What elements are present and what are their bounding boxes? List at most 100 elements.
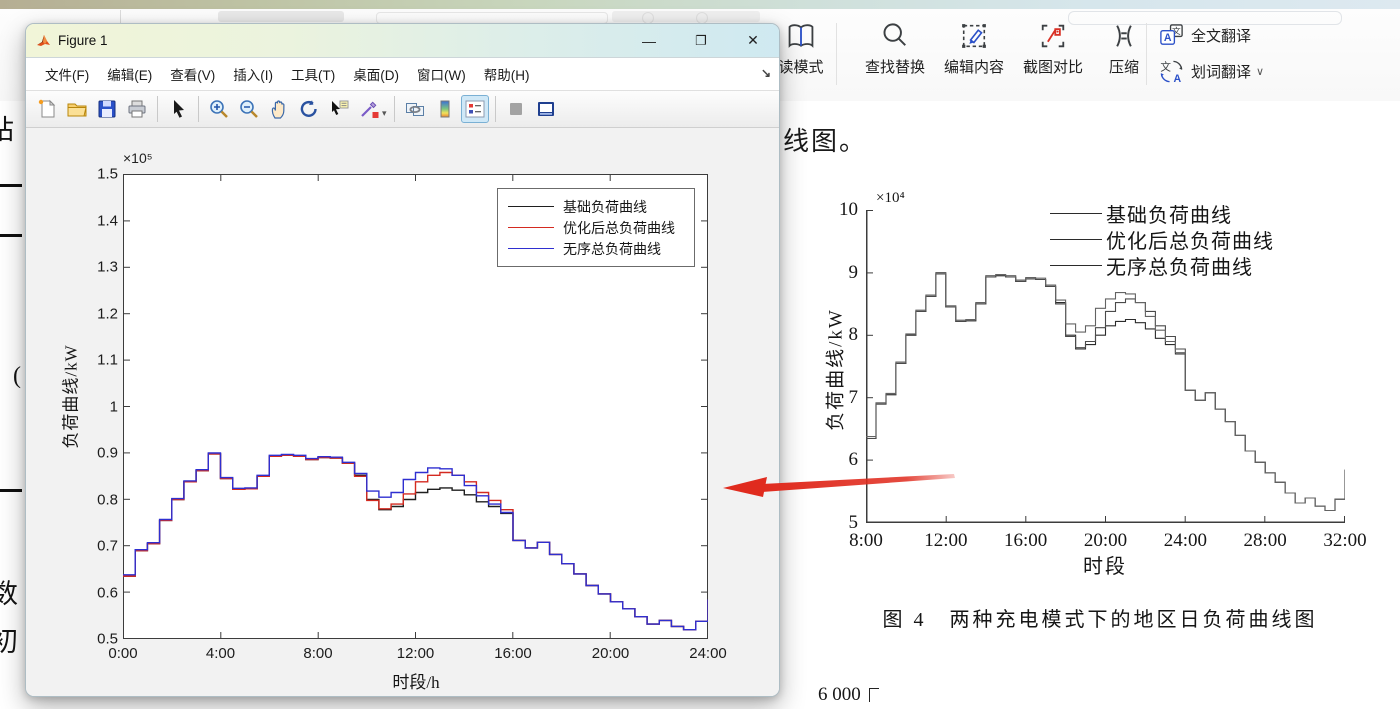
printed-legend-label: 优化后总负荷曲线 [1106, 230, 1274, 253]
printed-ytick-6: 6 [848, 449, 859, 471]
printed-legend-line-sample [1050, 264, 1102, 266]
y-axis-multiplier: ×10⁵ [123, 150, 153, 166]
figure-toolbar: ▾ [26, 91, 779, 128]
doc-fragment-chu: 初 [0, 627, 18, 657]
find-replace-button[interactable]: 查找替换 [860, 17, 930, 77]
zoom-in-button[interactable] [205, 95, 233, 123]
menu-item-3[interactable]: 插入(I) [233, 68, 273, 83]
printed-plot-area [866, 210, 1345, 523]
xtick-24:00: 24:00 [689, 645, 727, 662]
series-2 [123, 452, 709, 631]
ytick-1.5: 1.5 [97, 165, 118, 183]
svg-text:文: 文 [1160, 60, 1171, 73]
ytick-0.7: 0.7 [97, 537, 118, 555]
plot-tools-button[interactable] [532, 95, 560, 123]
doc-table-rule-2 [0, 234, 22, 237]
brush-button[interactable] [355, 95, 383, 123]
print-figure-button[interactable] [123, 95, 151, 123]
window-title: Figure 1 [58, 33, 108, 48]
pan-button[interactable] [265, 95, 293, 123]
legend-entry-0: 基础负荷曲线 [508, 196, 684, 217]
printed-xlabel: 时段 [1083, 556, 1127, 578]
edit-content-button[interactable]: 编辑内容 [939, 17, 1009, 77]
chart-legend[interactable]: 基础负荷曲线优化后总负荷曲线 无序总负荷曲线 [497, 188, 695, 267]
ytick-0.6: 0.6 [97, 584, 118, 601]
menu-item-4[interactable]: 工具(T) [291, 68, 336, 83]
doc-fragment-shu: 数 [0, 579, 18, 609]
pointer-button[interactable] [164, 95, 192, 123]
compress-icon [1108, 17, 1140, 55]
menu-bar: 文件(F) 编辑(E) 查看(V) 插入(I) 工具(T) 桌面(D) 窗口(W) 帮助(H)… [26, 58, 779, 91]
plot-area [123, 174, 709, 639]
menu-item-7[interactable]: 帮助(H) [483, 68, 530, 83]
link-plots-button[interactable] [401, 95, 429, 123]
figure-caption: 图 4 两种充电模式下的地区日负荷曲线图 [882, 609, 1318, 631]
deselect-button[interactable] [502, 95, 530, 123]
doc-table-rule-3 [0, 489, 22, 492]
open-file-button[interactable] [63, 95, 91, 123]
printed-xtick-24:00: 24:00 [1163, 530, 1207, 551]
ytick-0.9: 0.9 [97, 444, 118, 462]
next-axis-value: 6 000 [818, 684, 861, 705]
close-button[interactable]: ✕ [747, 32, 759, 48]
hidden-input-shape [1068, 11, 1342, 25]
hidden-tab-shape-2 [612, 11, 760, 22]
xtick-20:00: 20:00 [591, 645, 630, 662]
printed-legend-label: 基础负荷曲线 [1106, 204, 1232, 227]
dock-figure-icon[interactable]: ↘ [760, 66, 771, 80]
menu-item-6[interactable]: 窗口(W) [417, 68, 466, 83]
screenshot-compare-button[interactable]: 截图对比 [1018, 17, 1088, 77]
window-titlebar[interactable]: Figure 1 — ❐ ✕ [26, 24, 779, 58]
ribbon-divider-2 [1146, 23, 1147, 85]
menu-item-5[interactable]: 桌面(D) [353, 68, 399, 83]
svg-text:A: A [1164, 32, 1172, 44]
printed-xtick-8:00: 8:00 [849, 530, 883, 551]
toolbar-separator [393, 96, 395, 122]
legend-label: 无序总负荷曲线 [563, 242, 661, 258]
menu-item-1[interactable]: 编辑(E) [107, 68, 153, 83]
toolbar-separator [157, 96, 158, 122]
doc-table-rule [0, 184, 22, 187]
xtick-12:00: 12:00 [396, 645, 435, 662]
data-cursor-button[interactable] [325, 95, 353, 123]
word-translate-button[interactable]: 文 A 划词翻译 ∨ [1158, 53, 1308, 89]
printed-y-multiplier: ×10⁴ [876, 190, 905, 206]
doc-fragment-zhan: 站 [0, 115, 14, 145]
minimize-button[interactable]: — [642, 32, 656, 49]
legend-line-sample [508, 227, 554, 228]
chevron-down-icon[interactable]: ∨ [1256, 65, 1265, 78]
brush-dropdown-icon[interactable]: ▾ [382, 107, 387, 118]
legend-line-sample [508, 206, 554, 207]
ribbon-divider-left [120, 10, 121, 23]
find-replace-label: 查找替换 [864, 59, 925, 76]
menu-item-0[interactable]: 文件(F) [45, 68, 90, 83]
legend-label: 基础负荷曲线 [563, 200, 647, 216]
axis-corner-mark [868, 688, 879, 702]
new-figure-button[interactable] [33, 95, 61, 123]
book-icon [785, 17, 817, 55]
printed-ytick-9: 9 [848, 261, 859, 283]
printed-legend-entry-1: 优化后总负荷曲线 [1050, 226, 1274, 253]
legend-label: 优化后总负荷曲线 [563, 221, 675, 237]
printed-legend-entry-2: 无序总负荷曲线 [1050, 252, 1274, 279]
screenshot-compare-icon [1037, 17, 1069, 55]
word-translate-icon: 文 A [1160, 60, 1183, 85]
compress-button[interactable]: 压缩 [1096, 17, 1152, 77]
rotate-3d-button[interactable] [295, 95, 323, 123]
save-figure-button[interactable] [93, 95, 121, 123]
read-mode-button[interactable]: 读模式 [770, 17, 832, 77]
desktop-top-strip [0, 0, 1400, 9]
legend-button[interactable] [460, 95, 489, 123]
printed-xtick-32:00: 32:00 [1323, 530, 1367, 551]
ytick-1.2: 1.2 [97, 305, 118, 322]
legend-entry-1: 优化后总负荷曲线 [508, 217, 684, 238]
printed-legend-line-sample [1050, 238, 1102, 240]
menu-item-2[interactable]: 查看(V) [170, 68, 216, 83]
full-translate-button[interactable]: 文 A 全文翻译 [1158, 17, 1308, 53]
matlab-logo-icon [35, 32, 52, 49]
zoom-out-button[interactable] [235, 95, 263, 123]
colorbar-button[interactable] [431, 95, 459, 123]
maximize-button[interactable]: ❐ [695, 32, 707, 48]
translate-group: 文 A 全文翻译 文 A 划词翻译 ∨ [1158, 17, 1308, 89]
